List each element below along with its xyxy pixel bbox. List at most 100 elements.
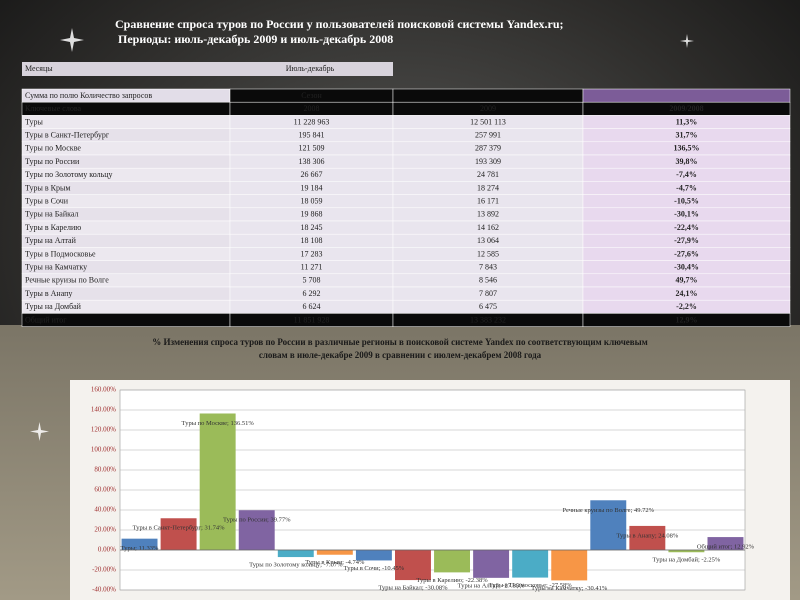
- data-label: Туры в Санкт-Петербург; 31.74%: [133, 525, 225, 532]
- cell-text: 11,3%: [676, 117, 698, 126]
- y-tick-label: 80.00%: [94, 466, 116, 474]
- bar: [629, 525, 666, 550]
- bar: [355, 550, 392, 561]
- table: Сумма по полю Количество запросов Сезон Кл…: [21, 88, 791, 327]
- bar: [277, 550, 314, 558]
- cell-text: 2009: [480, 104, 496, 113]
- cell-text: -22,4%: [674, 223, 699, 232]
- cell-text: -30,4%: [674, 263, 699, 272]
- cell-text: -4,7%: [676, 183, 697, 192]
- row-label: Туры по Золотому кольцу: [25, 170, 113, 179]
- data-label: Туры в Анапу; 24.08%: [616, 532, 679, 539]
- cell-text: -10,5%: [674, 197, 699, 206]
- title-line: Сравнение спроса туров по России у польз…: [115, 17, 564, 31]
- row-label: Туры в Анапу: [25, 289, 72, 298]
- data-label: Туры в Сочи; -10.45%: [344, 565, 405, 572]
- cell-text: 18 108: [301, 236, 323, 245]
- row-label: Туры в Карелию: [25, 223, 81, 232]
- data-label: Туры на Алтай; -27.85%: [458, 582, 526, 589]
- cell-text: 7 843: [479, 263, 497, 272]
- chart-title: словам в июле-декабре 2009 в сравнении с…: [259, 350, 542, 360]
- data-label: Туры по Золотому кольцу; -7.07%: [249, 562, 343, 569]
- cell-text: 2008: [304, 104, 320, 113]
- bar: [395, 550, 431, 581]
- cell-text: -27,9%: [674, 236, 699, 245]
- cell-text: 24 781: [477, 170, 499, 179]
- cell-text: 13 892: [477, 210, 499, 219]
- bar: [238, 510, 275, 550]
- y-tick-label: 20.00%: [94, 526, 116, 534]
- data-label: Туры по России; 39.77%: [223, 517, 291, 524]
- cell-text: 195 841: [299, 131, 325, 140]
- cell-text: 12 501 113: [470, 117, 506, 126]
- row-label: Туры по Москве: [25, 144, 81, 153]
- bar: [668, 550, 705, 553]
- y-tick-label: 100.00%: [91, 446, 116, 454]
- y-tick-label: 60.00%: [94, 486, 116, 494]
- cell-text: 18 059: [301, 197, 323, 206]
- cell-text: 39,8%: [676, 157, 698, 166]
- row-label: Туры в Сочи: [25, 197, 69, 206]
- y-tick-label: 120.00%: [91, 426, 116, 434]
- bar: [473, 550, 510, 578]
- cell-text: 13 383 232: [470, 315, 506, 324]
- cell-text: 12,9%: [676, 315, 698, 324]
- cell-text: -7,4%: [676, 170, 697, 179]
- chart-title: % Изменения спроса туров по России в раз…: [152, 337, 648, 347]
- bar: [121, 538, 158, 550]
- cell-text: 16 171: [477, 197, 499, 206]
- cell-text: 5 708: [303, 276, 321, 285]
- cell-text: -27,6%: [674, 249, 699, 258]
- cell-text: 13 064: [477, 236, 499, 245]
- bar: [512, 550, 549, 578]
- data-label: Речные круизы по Волге; 49.72%: [563, 507, 655, 514]
- bar: [316, 550, 353, 555]
- title-line: Периоды: июль-декабрь 2009 и июль-декабр…: [118, 32, 393, 46]
- row-label: Общий итог: [25, 315, 67, 324]
- cell-text: 26 667: [301, 170, 323, 179]
- row-label: Туры в Крым: [25, 183, 70, 192]
- cell-text: 19 868: [301, 210, 323, 219]
- chart: -40.00% -20.00% 0.00% 20.00% 40.00% 60.00% 80.…: [91, 386, 755, 594]
- cell-text: 11 851 928: [294, 315, 330, 324]
- row-label: Туры в Подмосковье: [25, 249, 96, 258]
- filter-bar: [22, 62, 393, 76]
- data-label: Туры на Домбай; -2.25%: [652, 557, 720, 564]
- cell-text: 11 271: [301, 263, 323, 272]
- cell-text: 6 624: [303, 302, 321, 311]
- cell-text: 6 292: [303, 289, 321, 298]
- row-label: Речные круизы по Волге: [25, 276, 109, 285]
- row-label: Сумма по полю Количество запросов: [25, 91, 152, 100]
- table-cell: [21, 115, 231, 129]
- table-cell: [582, 88, 791, 103]
- y-tick-label: 160.00%: [91, 386, 116, 394]
- y-tick-label: 140.00%: [91, 406, 116, 414]
- data-label: Туры; 11.33%: [121, 545, 159, 552]
- bar: [590, 500, 627, 550]
- y-tick-label: 0.00%: [98, 546, 116, 554]
- row-label: Ключевые слова: [25, 104, 81, 113]
- cell-text: 49,7%: [676, 276, 698, 285]
- row-label: Туры на Алтай: [25, 236, 77, 245]
- cell-text: Сезон: [301, 91, 322, 100]
- cell-text: 24,1%: [676, 289, 698, 298]
- y-tick-label: 40.00%: [94, 506, 116, 514]
- cell-text: 6 475: [479, 302, 497, 311]
- bar: [199, 413, 236, 550]
- row-label: Туры на Байкал: [25, 210, 79, 219]
- cell-text: 17 283: [301, 249, 323, 258]
- data-label: Туры в Подмосковье; -27.58%: [489, 582, 573, 589]
- cell-text: 31,7%: [676, 131, 698, 140]
- data-label: Туры в Карелию; -22.38%: [416, 577, 488, 584]
- cell-text: -30,1%: [674, 210, 699, 219]
- bar: [434, 550, 470, 573]
- cell-text: 19 184: [301, 183, 323, 192]
- row-label: Туры в Санкт-Петербург: [25, 131, 110, 140]
- row-label: Туры на Камчатку: [25, 263, 87, 272]
- cell-text: 18 245: [301, 223, 323, 232]
- filter-label: Месяцы: [25, 64, 53, 73]
- filter-value: Июль-декабрь: [286, 64, 335, 73]
- cell-text: 8 546: [479, 276, 497, 285]
- y-tick-label: -40.00%: [92, 586, 116, 594]
